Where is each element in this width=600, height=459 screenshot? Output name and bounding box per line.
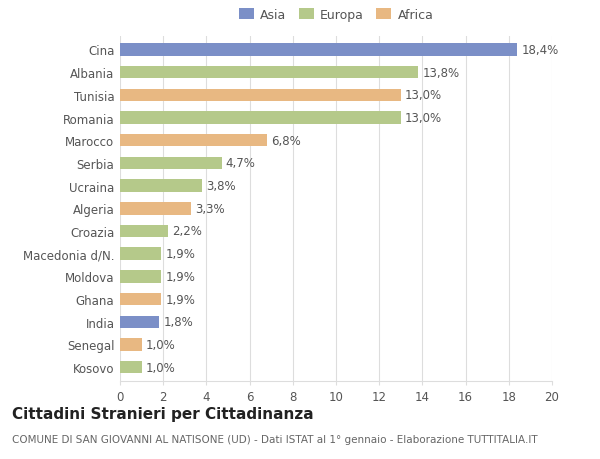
Bar xyxy=(120,134,267,147)
Bar xyxy=(120,202,191,215)
Text: 4,7%: 4,7% xyxy=(226,157,256,170)
Text: 1,9%: 1,9% xyxy=(166,293,195,306)
Text: 1,9%: 1,9% xyxy=(166,248,195,261)
Bar xyxy=(120,293,161,306)
Bar xyxy=(120,361,142,374)
Bar xyxy=(120,180,202,192)
Text: 1,0%: 1,0% xyxy=(146,338,176,351)
Text: 18,4%: 18,4% xyxy=(522,44,559,57)
Bar xyxy=(120,270,161,283)
Legend: Asia, Europa, Africa: Asia, Europa, Africa xyxy=(239,9,433,22)
Text: COMUNE DI SAN GIOVANNI AL NATISONE (UD) - Dati ISTAT al 1° gennaio - Elaborazion: COMUNE DI SAN GIOVANNI AL NATISONE (UD) … xyxy=(12,434,538,444)
Bar xyxy=(120,157,221,170)
Bar xyxy=(120,112,401,124)
Bar xyxy=(120,90,401,102)
Text: 3,8%: 3,8% xyxy=(206,180,236,193)
Text: 13,0%: 13,0% xyxy=(405,89,442,102)
Bar xyxy=(120,338,142,351)
Text: 1,0%: 1,0% xyxy=(146,361,176,374)
Bar xyxy=(120,225,167,238)
Bar xyxy=(120,316,159,328)
Text: 13,0%: 13,0% xyxy=(405,112,442,125)
Text: 3,3%: 3,3% xyxy=(196,202,225,215)
Text: 6,8%: 6,8% xyxy=(271,134,301,147)
Text: 1,8%: 1,8% xyxy=(163,316,193,329)
Text: 13,8%: 13,8% xyxy=(422,67,460,79)
Bar xyxy=(120,44,517,56)
Bar xyxy=(120,67,418,79)
Text: 1,9%: 1,9% xyxy=(166,270,195,283)
Text: 2,2%: 2,2% xyxy=(172,225,202,238)
Text: Cittadini Stranieri per Cittadinanza: Cittadini Stranieri per Cittadinanza xyxy=(12,406,314,421)
Bar xyxy=(120,248,161,260)
